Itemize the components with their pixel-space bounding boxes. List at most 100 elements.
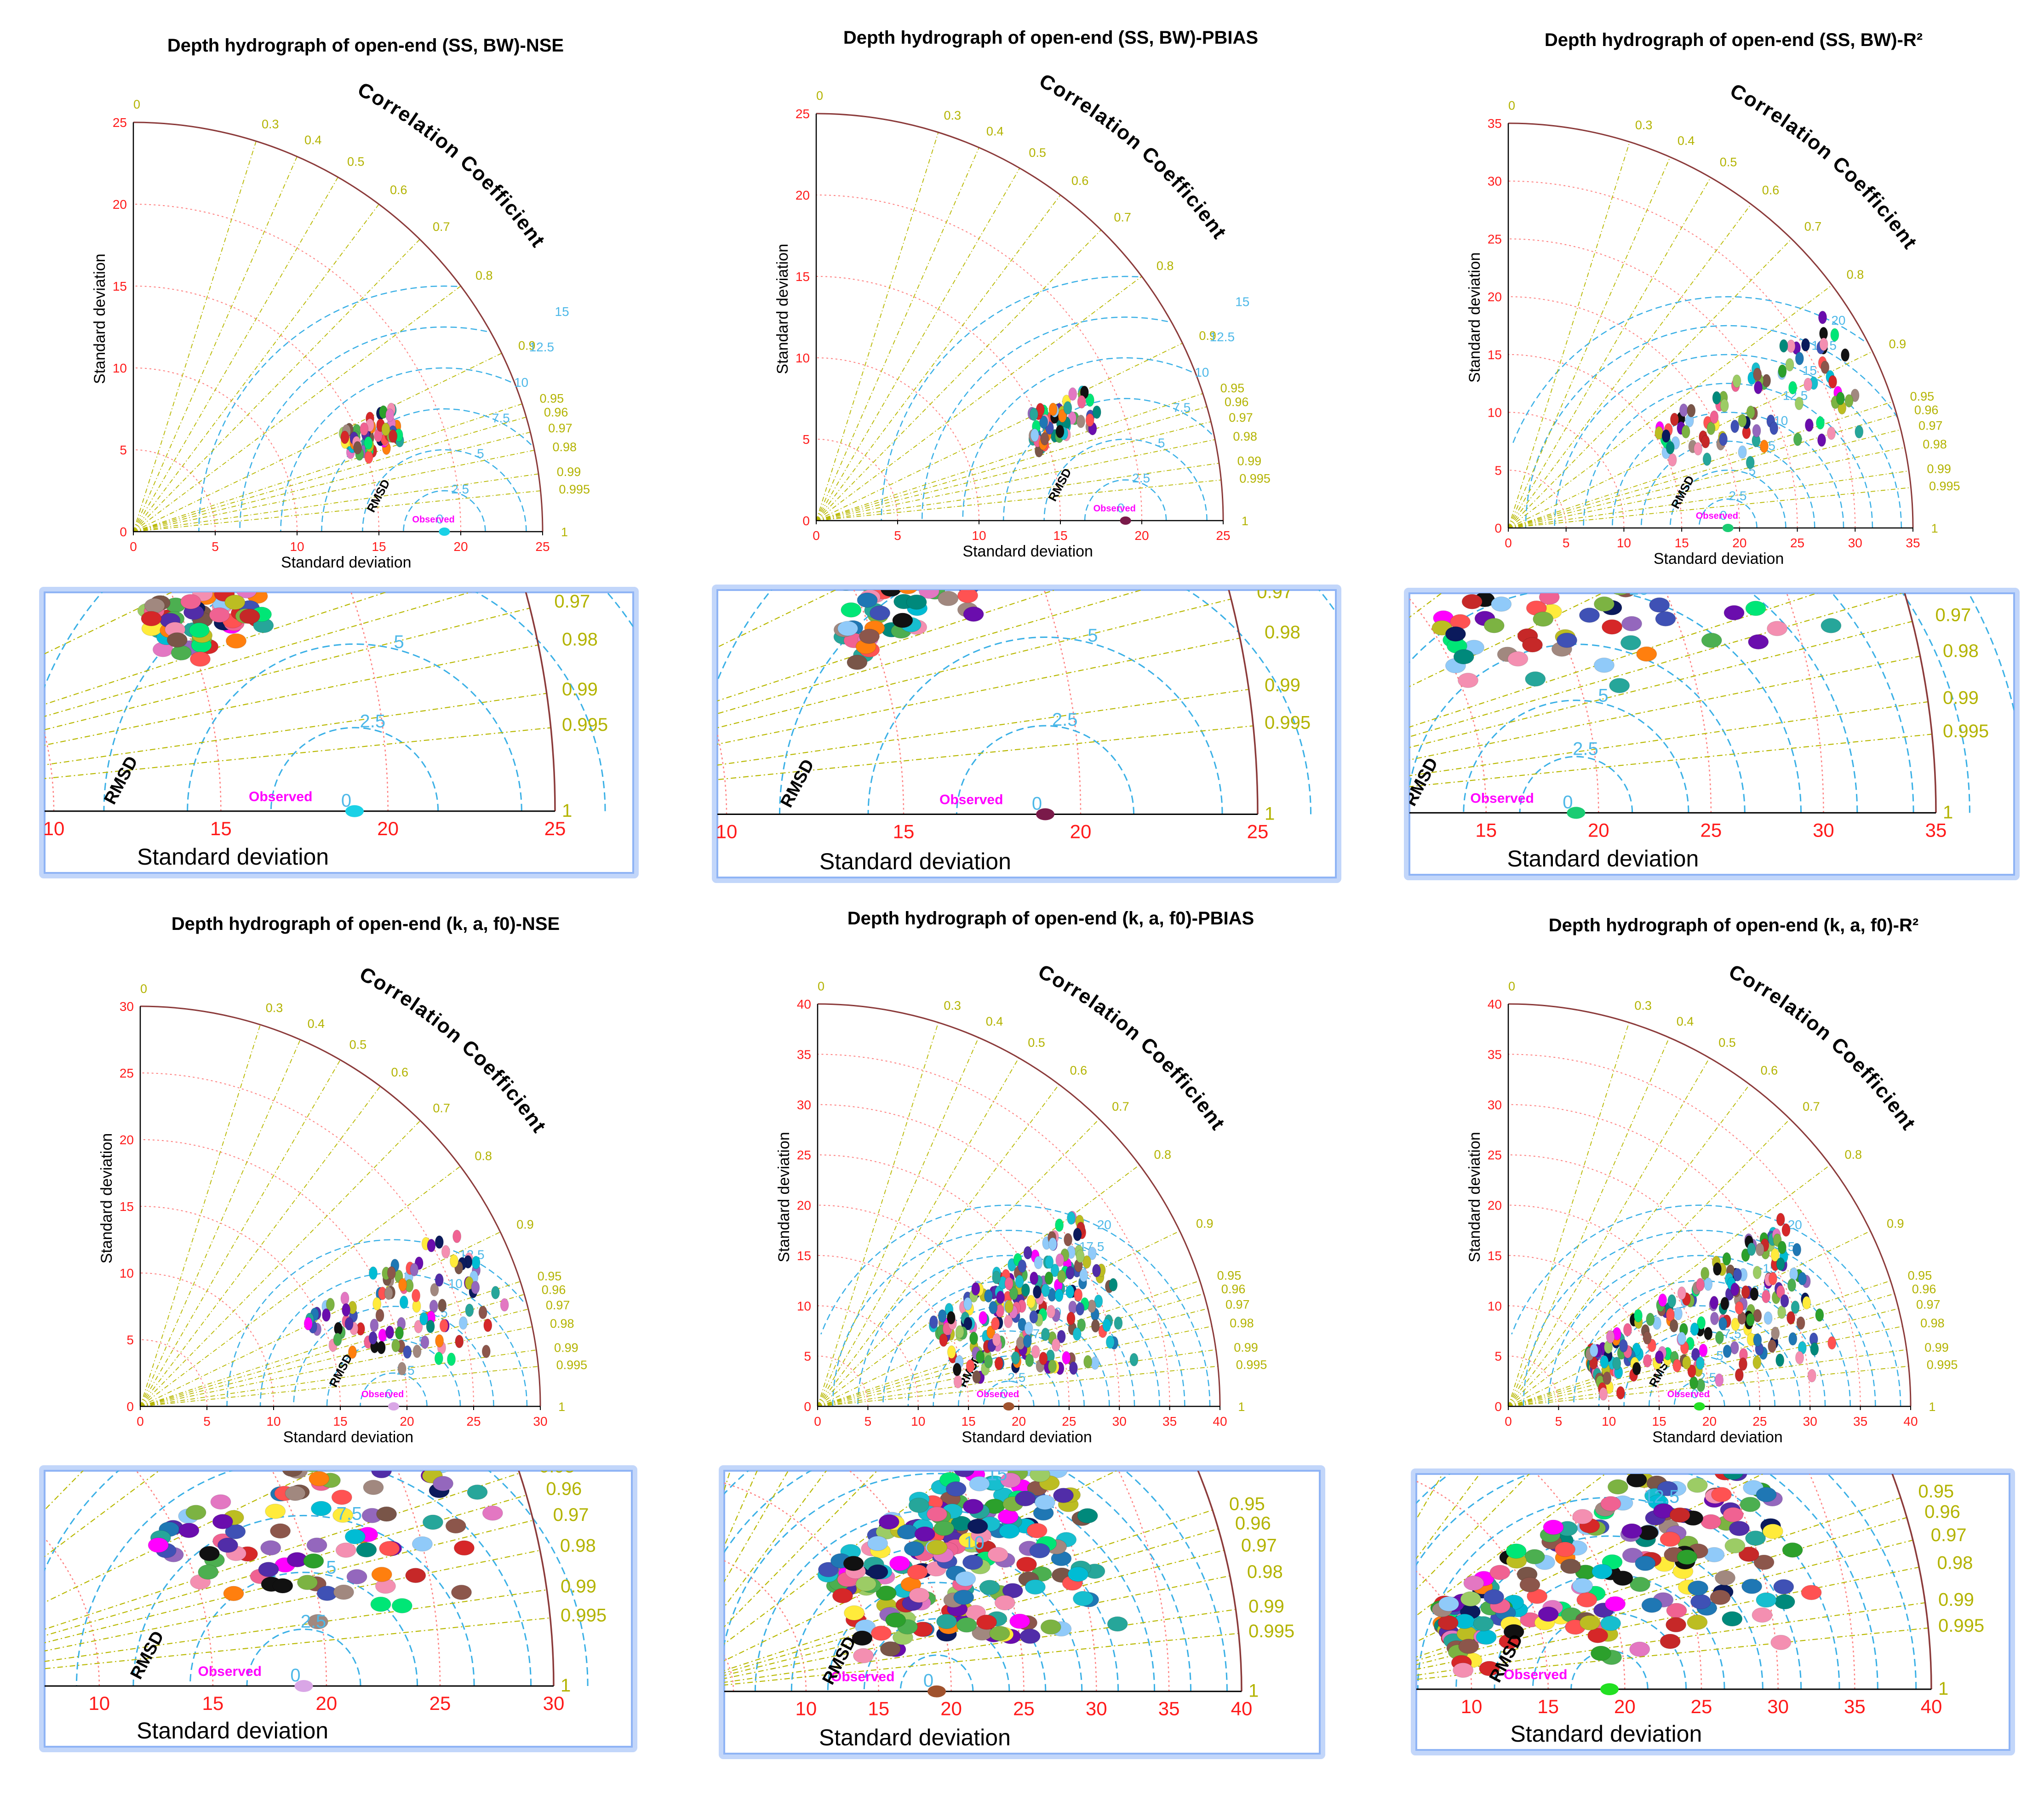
rmsd-grid-arc	[226, 1239, 524, 1407]
model-point	[1557, 552, 1578, 567]
rmsd-grid-arc	[362, 449, 527, 532]
model-point	[199, 1546, 220, 1561]
zoom-corr-tick-label: 0.99	[1943, 688, 1979, 708]
x-tick-label: 30	[1848, 536, 1862, 550]
corr-grid-ray	[1508, 157, 1671, 528]
model-point	[1735, 1368, 1744, 1382]
model-point	[178, 1523, 200, 1538]
model-point	[1813, 547, 1833, 562]
model-point	[1085, 393, 1094, 407]
zoom-x-tick-label: 35	[1925, 819, 1947, 841]
model-point	[1788, 1332, 1798, 1346]
model-point	[1672, 1359, 1682, 1372]
zoom-observed-point	[1567, 807, 1586, 819]
rmsd-tick-label: 10	[514, 375, 528, 390]
std-grid-arc	[817, 1154, 1070, 1407]
model-point	[430, 1283, 439, 1296]
rmsd-tick-label: 2.5	[1729, 488, 1747, 503]
model-point	[309, 1471, 330, 1486]
y-tick-label: 0	[1494, 521, 1502, 535]
corr-grid-ray	[140, 1308, 529, 1407]
model-point	[412, 1536, 433, 1552]
model-point	[1723, 1344, 1732, 1358]
model-point	[898, 572, 918, 586]
model-point	[452, 1229, 462, 1243]
model-point	[881, 568, 901, 583]
zoom-rmsd-arc	[132, 1515, 475, 1686]
zoom-x-tick-label: 20	[1070, 821, 1092, 843]
model-point	[377, 1341, 386, 1354]
model-point	[994, 1357, 1003, 1370]
model-point	[1690, 1594, 1711, 1610]
model-point	[1051, 1338, 1060, 1352]
zoom-rmsd-tick-label: 15	[1663, 1451, 1684, 1471]
corr-grid-ray	[133, 353, 502, 532]
model-point	[1550, 566, 1570, 580]
model-point	[1720, 1297, 1729, 1310]
zoom-observed-label: Observed	[249, 789, 312, 804]
model-point	[909, 1588, 930, 1603]
model-point	[855, 1576, 876, 1592]
model-point	[1818, 310, 1827, 324]
model-point	[1039, 1352, 1048, 1365]
model-point	[1681, 425, 1690, 439]
x-tick-label: 5	[1563, 536, 1570, 550]
model-point	[1730, 1341, 1739, 1354]
zoom-corr-tick-label: 0.97	[1935, 605, 1971, 625]
zoom-x-axis-label: Standard deviation	[819, 849, 1011, 874]
model-point	[969, 1331, 978, 1345]
model-point	[1491, 596, 1512, 612]
model-point	[979, 1580, 1000, 1595]
zoom-corr-tick-label: 0.99	[562, 679, 598, 700]
x-tick-label: 10	[266, 1414, 281, 1428]
model-point	[1483, 618, 1505, 633]
model-point	[220, 560, 240, 574]
model-point	[979, 1311, 988, 1325]
corr-tick-label: 0.6	[1761, 1064, 1778, 1078]
zoom-rmsd-arc	[1826, 1474, 1917, 1690]
model-point	[401, 1389, 422, 1404]
model-point	[1804, 418, 1814, 432]
model-point	[1699, 1343, 1708, 1357]
model-point	[1560, 1559, 1581, 1574]
model-point	[1815, 1308, 1824, 1322]
corr-tick-label: 0.9	[1196, 1216, 1214, 1230]
model-point	[1024, 1321, 1033, 1335]
model-point	[285, 1485, 306, 1501]
model-point	[395, 1326, 404, 1340]
corr-tick-label: 0.96	[1912, 1282, 1936, 1296]
std-grid-arc	[1508, 296, 1740, 528]
zoom-corr-tick-label: 0.99	[1265, 675, 1300, 695]
model-point	[491, 1286, 500, 1300]
model-point	[307, 1614, 328, 1629]
corr-tick-label: 0	[1508, 98, 1515, 112]
model-point	[1649, 597, 1670, 613]
corr-grid-ray	[816, 463, 1220, 521]
model-point	[1844, 394, 1854, 408]
model-point	[1473, 1616, 1494, 1632]
observed-label: Observed	[1094, 504, 1136, 514]
corr-grid-ray	[140, 1326, 532, 1407]
model-point	[1780, 1294, 1789, 1308]
corr-tick-label: 1	[1931, 522, 1938, 535]
zoom-corr-tick-label: 0.98	[1247, 1562, 1283, 1582]
model-point	[938, 591, 959, 606]
zoom-rmsd-tick-label: 2.5	[1573, 739, 1598, 759]
corr-grid-ray	[817, 1037, 979, 1407]
model-point	[363, 1480, 384, 1495]
corr-grid-ray	[817, 1280, 1200, 1407]
zoom-corr-tick-label: 1	[1938, 1679, 1948, 1699]
y-tick-label: 20	[1488, 1199, 1502, 1213]
y-tick-label: 0	[1494, 1399, 1502, 1414]
zoom-rmsd-tick-label: 5	[394, 632, 404, 652]
corr-grid-ray	[1508, 1325, 1903, 1407]
corr-tick-label: 1	[1242, 514, 1248, 528]
model-point	[952, 1363, 962, 1376]
y-tick-label: 5	[1494, 463, 1502, 477]
model-point	[1785, 358, 1794, 372]
zoom-corr-tick-label: 0.9	[504, 1370, 530, 1390]
model-point	[1646, 1313, 1655, 1326]
model-point	[908, 1497, 929, 1513]
zoom-corr-tick-label: 0.995	[1265, 712, 1311, 733]
model-point	[1704, 1327, 1713, 1341]
